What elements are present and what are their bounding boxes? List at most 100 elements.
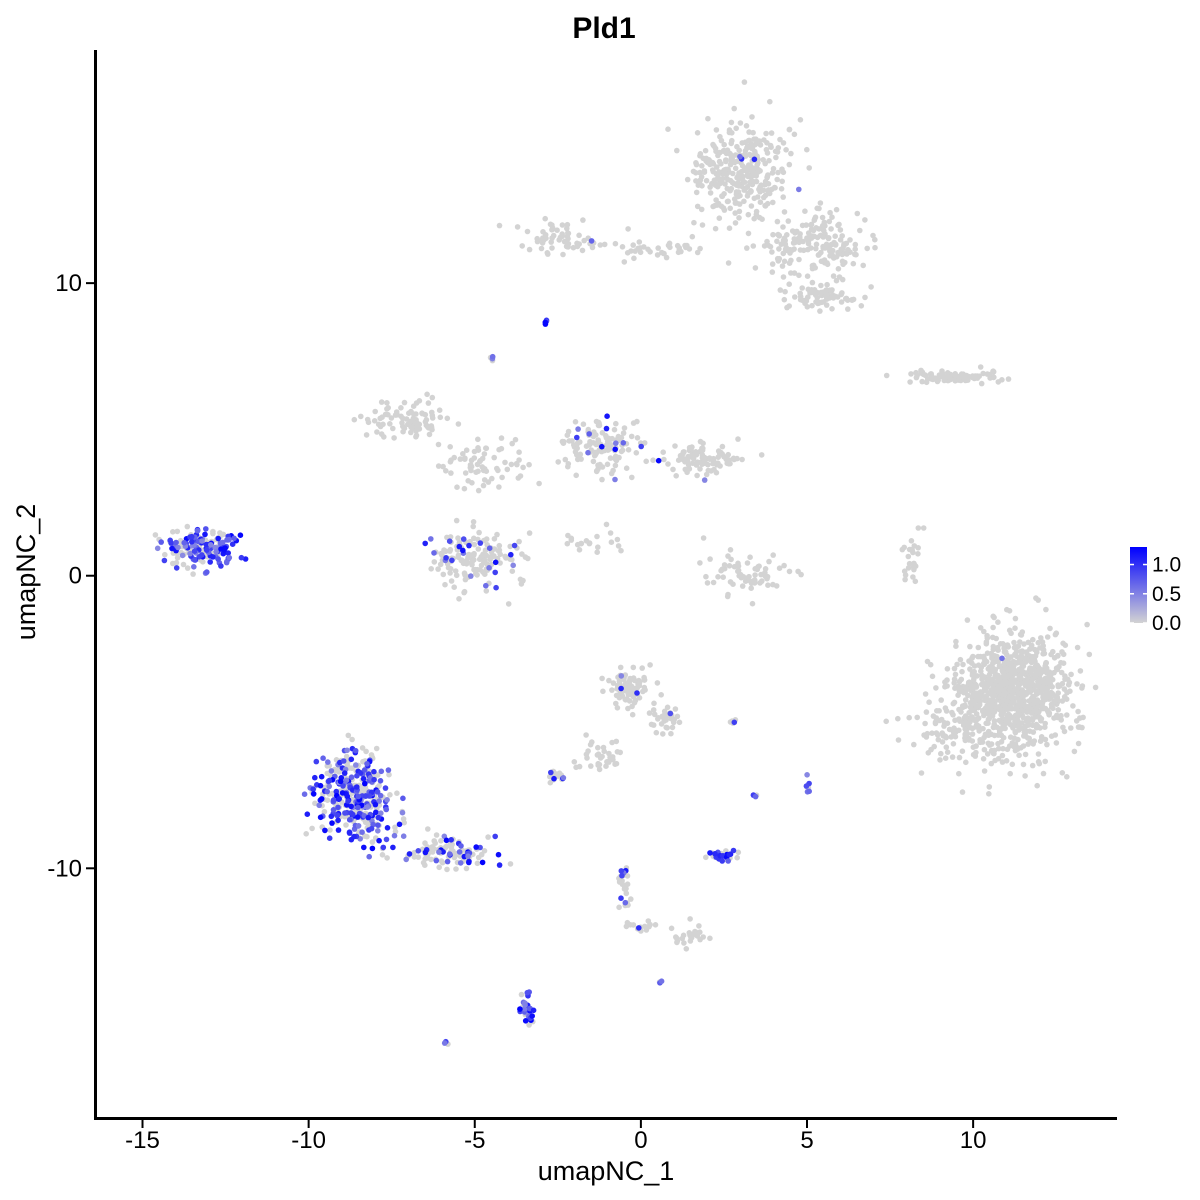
cell-point [985,740,992,747]
cell-point [627,675,633,682]
cell-point [820,234,827,240]
cell-point-expressing [737,153,743,160]
cell-point-expressing [192,557,198,563]
cell-point [651,700,657,707]
cell-point [774,176,780,183]
cell-point [303,831,310,837]
cell-point-expressing [638,443,644,450]
cell-point [608,539,615,545]
cell-point [843,295,850,302]
cell-point-expressing [318,773,325,780]
x-axis-title: umapNC_1 [538,1156,675,1186]
cell-point [596,761,603,768]
cell-point [872,236,878,243]
cell-point [625,447,632,453]
cell-point [991,374,997,381]
cell-point-expressing [458,843,464,849]
cell-point [606,677,612,684]
cell-point [770,231,776,238]
cell-point-expressing [199,538,205,544]
cell-point [799,285,805,291]
cell-point [725,451,731,458]
cell-point [170,560,176,567]
cell-point-expressing [560,775,567,781]
cell-point [774,238,780,245]
cell-point [687,932,693,938]
cell-point [574,240,580,247]
cell-point [743,123,750,129]
cell-point [744,184,751,190]
cell-point [776,233,782,239]
cell-point-expressing [336,796,343,802]
cell-point [653,729,660,736]
cell-point [580,421,587,428]
cell-point [507,861,514,867]
cell-point [630,242,636,248]
cell-point [781,235,788,241]
cell-point [709,167,716,173]
cell-point [447,548,453,554]
cell-point-expressing [304,811,311,817]
cell-point [990,613,996,620]
cell-point [542,215,548,222]
cell-point [674,713,681,720]
cell-point [815,300,821,307]
cell-point [805,240,812,247]
cell-point-expressing [335,817,341,824]
cell-point [473,469,479,476]
cell-point [750,129,756,136]
cell-point [665,461,671,467]
cell-point [703,854,709,861]
cell-point [502,553,508,560]
cell-point-expressing [181,539,187,546]
cell-point [1060,660,1067,666]
cell-point [761,194,767,201]
cell-point [1012,625,1018,631]
cell-point [822,245,828,251]
cell-point [359,745,366,751]
cell-point [648,721,655,728]
cell-point-expressing [444,858,451,865]
cell-point [723,158,729,165]
cell-point [944,370,951,376]
cell-point [509,440,515,447]
cell-point [980,708,986,715]
cell-point [399,420,405,426]
cell-point [1013,648,1020,655]
cell-point [217,530,223,536]
cell-point [634,435,641,441]
cell-point [839,258,846,265]
cell-point [981,768,988,774]
cell-point [1031,646,1038,653]
cell-point [1043,659,1049,666]
cell-point [461,589,467,596]
cell-point [1011,639,1017,646]
cell-point [775,169,781,176]
cell-point-expressing [428,536,434,542]
cell-point-expressing [179,552,186,559]
cell-point [994,686,1001,692]
cell-point [474,860,481,867]
cell-point [448,470,454,476]
cell-point [441,547,447,553]
cell-point [745,574,752,581]
cell-point [938,697,944,703]
cell-point [575,456,581,463]
cell-point [1004,642,1011,648]
cell-point [1035,678,1041,685]
cell-point [999,752,1006,759]
cell-point-expressing [483,582,489,589]
cell-point-expressing [529,1013,535,1019]
cell-point [902,576,908,583]
cell-point [959,748,966,754]
cell-point [837,237,844,243]
cell-point [588,763,594,769]
cell-point-expressing [618,895,624,901]
cell-point [767,98,773,105]
cell-point [429,394,436,401]
cell-point-expressing [375,814,382,821]
cell-point [496,446,502,453]
cell-point-expressing [804,772,810,778]
cell-point [975,653,981,660]
cell-point [1016,752,1022,759]
